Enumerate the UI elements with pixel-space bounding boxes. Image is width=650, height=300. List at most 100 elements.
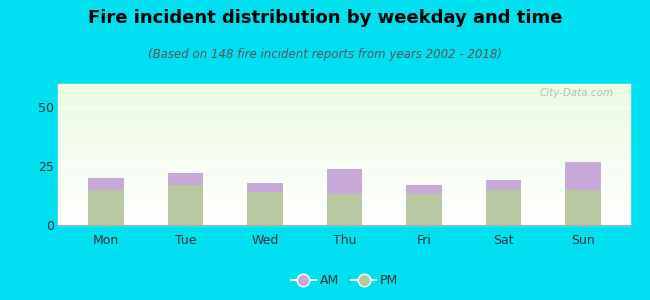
Bar xyxy=(58,118,630,119)
Bar xyxy=(58,183,630,184)
Bar xyxy=(58,106,630,107)
Bar xyxy=(58,135,630,136)
Bar xyxy=(58,122,630,123)
Bar xyxy=(58,198,630,199)
Bar xyxy=(58,167,630,168)
Bar xyxy=(168,173,203,185)
Bar xyxy=(58,99,630,100)
Bar xyxy=(58,111,630,112)
Text: City-Data.com: City-Data.com xyxy=(540,88,614,98)
Bar xyxy=(58,91,630,92)
Bar xyxy=(58,187,630,188)
Bar xyxy=(58,128,630,129)
Bar xyxy=(58,221,630,222)
Bar xyxy=(58,139,630,140)
Bar xyxy=(58,170,630,171)
Bar xyxy=(486,190,521,225)
Bar xyxy=(58,223,630,224)
Bar xyxy=(58,199,630,200)
Bar xyxy=(58,101,630,102)
Bar xyxy=(58,165,630,166)
Bar xyxy=(58,220,630,221)
Bar xyxy=(58,102,630,103)
Bar xyxy=(58,137,630,138)
Bar xyxy=(58,213,630,214)
Bar xyxy=(58,216,630,217)
Bar xyxy=(58,92,630,93)
Bar xyxy=(58,171,630,172)
Bar xyxy=(58,203,630,204)
Bar xyxy=(58,97,630,98)
Bar xyxy=(58,85,630,86)
Bar xyxy=(58,123,630,124)
Bar xyxy=(58,131,630,132)
Bar xyxy=(58,176,630,177)
Bar xyxy=(58,130,630,131)
Bar xyxy=(58,168,630,169)
Bar xyxy=(58,178,630,179)
Bar xyxy=(58,149,630,150)
Bar xyxy=(58,191,630,192)
Bar xyxy=(58,90,630,91)
Bar xyxy=(58,208,630,209)
Bar xyxy=(58,109,630,110)
Bar xyxy=(58,173,630,174)
Bar xyxy=(58,197,630,198)
Bar xyxy=(58,219,630,220)
Bar xyxy=(58,108,630,109)
Bar xyxy=(58,96,630,97)
Bar xyxy=(58,159,630,160)
Bar xyxy=(58,100,630,101)
Bar xyxy=(326,169,363,194)
Bar xyxy=(58,164,630,165)
Bar xyxy=(58,112,630,113)
Bar xyxy=(58,186,630,187)
Bar xyxy=(58,116,630,117)
Bar xyxy=(58,141,630,142)
Bar xyxy=(58,88,630,89)
Bar xyxy=(58,142,630,143)
Bar xyxy=(58,148,630,149)
Bar xyxy=(58,217,630,218)
Bar xyxy=(58,172,630,173)
Bar xyxy=(58,205,630,206)
Bar xyxy=(58,93,630,94)
Bar xyxy=(406,194,442,225)
Bar xyxy=(58,212,630,213)
Bar xyxy=(58,202,630,203)
Bar xyxy=(58,119,630,120)
Bar xyxy=(247,192,283,225)
Bar xyxy=(58,192,630,193)
Bar xyxy=(88,190,124,225)
Bar xyxy=(58,104,630,105)
Bar xyxy=(58,177,630,178)
Bar xyxy=(58,114,630,115)
Bar xyxy=(58,110,630,111)
Bar xyxy=(58,200,630,201)
Bar xyxy=(168,185,203,225)
Bar xyxy=(58,115,630,116)
Bar xyxy=(58,158,630,159)
Bar xyxy=(58,140,630,141)
Bar xyxy=(58,210,630,211)
Bar xyxy=(58,194,630,195)
Bar xyxy=(58,151,630,152)
Bar xyxy=(58,138,630,139)
Bar xyxy=(58,136,630,137)
Legend: AM, PM: AM, PM xyxy=(286,269,403,292)
Bar xyxy=(58,89,630,90)
Bar xyxy=(58,145,630,146)
Bar xyxy=(58,156,630,157)
Bar xyxy=(58,201,630,202)
Bar xyxy=(58,209,630,210)
Bar xyxy=(58,125,630,126)
Bar xyxy=(58,179,630,180)
Bar xyxy=(58,189,630,190)
Bar xyxy=(58,113,630,114)
Bar xyxy=(58,215,630,216)
Bar xyxy=(58,188,630,189)
Bar xyxy=(58,85,630,86)
Bar xyxy=(58,94,630,95)
Bar xyxy=(58,103,630,104)
Bar xyxy=(58,121,630,122)
